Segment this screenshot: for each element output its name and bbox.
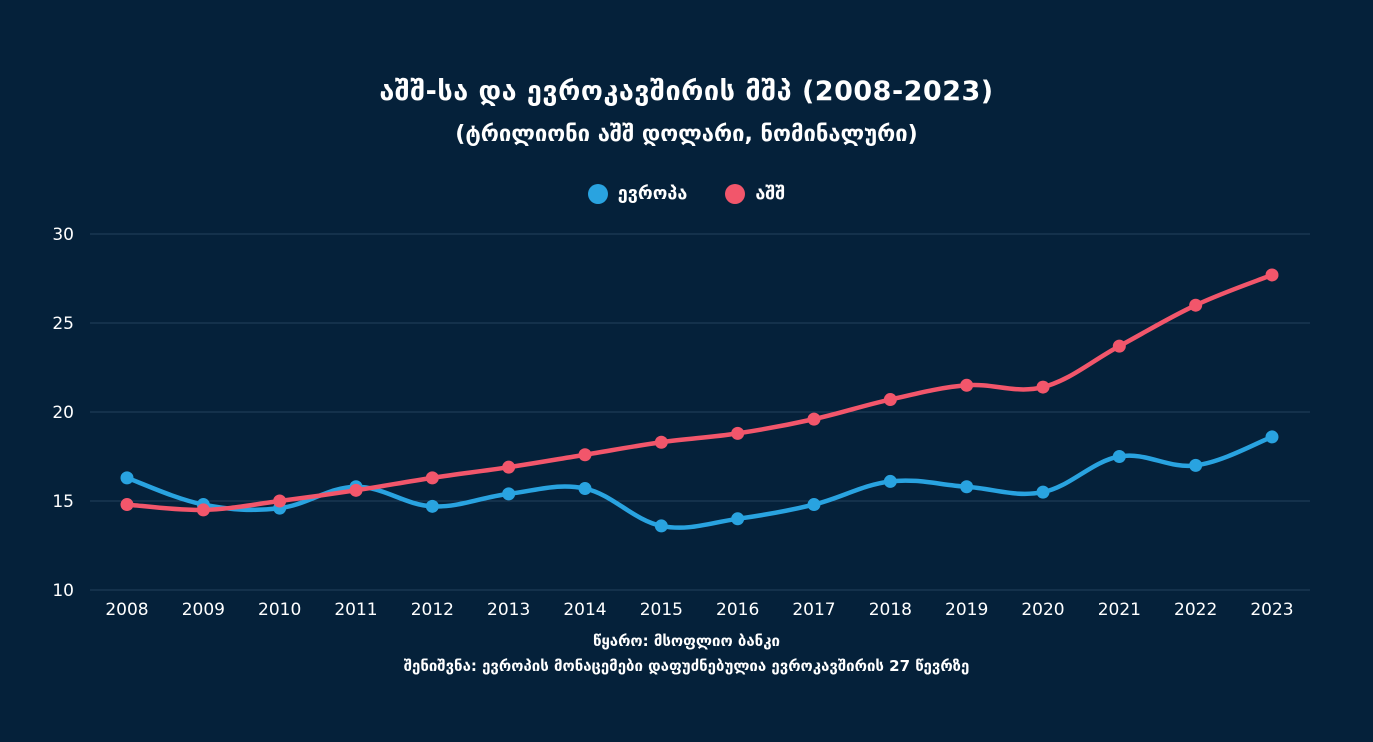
data-point-europe-2012[interactable] <box>425 499 439 513</box>
legend: ევროპა აშშ <box>0 183 1373 204</box>
data-point-europe-2008[interactable] <box>120 471 134 485</box>
x-tick-label: 2022 <box>1174 600 1217 620</box>
legend-item-europe[interactable]: ევროპა <box>587 183 688 204</box>
x-tick-label: 2014 <box>563 600 606 620</box>
y-tick-label: 15 <box>52 492 74 512</box>
x-tick-label: 2013 <box>487 600 530 620</box>
data-point-europe-2014[interactable] <box>578 482 592 496</box>
y-axis-ticks: 10 15 20 25 30 <box>52 225 74 601</box>
data-point-europe-2020[interactable] <box>1036 485 1050 499</box>
data-point-usa-2011[interactable] <box>349 483 363 497</box>
y-tick-label: 20 <box>52 403 74 423</box>
grid-layer <box>90 233 1310 591</box>
x-tick-label: 2010 <box>258 600 301 620</box>
series-line-europe <box>124 434 1275 530</box>
footnote: შენიშვნა: ევროპის მონაცემები დაფუძნებული… <box>403 657 970 675</box>
data-point-europe-2022[interactable] <box>1189 458 1203 472</box>
chart-subtitle: (ტრილიონი აშშ დოლარი, ნომინალური) <box>455 122 918 147</box>
series-line-usa <box>124 272 1275 513</box>
legend-item-usa[interactable]: აშშ <box>725 183 785 204</box>
data-point-usa-2014[interactable] <box>578 448 592 462</box>
data-point-usa-2016[interactable] <box>731 426 745 440</box>
x-tick-label: 2009 <box>182 600 225 620</box>
x-tick-label: 2017 <box>792 600 835 620</box>
data-point-europe-2016[interactable] <box>731 512 745 526</box>
x-tick-label: 2008 <box>105 600 148 620</box>
data-point-usa-2008[interactable] <box>120 498 134 512</box>
data-point-usa-2021[interactable] <box>1112 339 1126 353</box>
data-point-usa-2019[interactable] <box>960 378 974 392</box>
data-point-usa-2010[interactable] <box>273 494 287 508</box>
legend-marker-usa <box>725 183 746 204</box>
chart-title: აშშ-სა და ევროკავშირის მშპ (2008-2023) <box>379 76 994 107</box>
data-point-europe-2018[interactable] <box>883 474 897 488</box>
data-point-usa-2013[interactable] <box>502 460 516 474</box>
data-point-europe-2019[interactable] <box>960 480 974 494</box>
x-tick-label: 2016 <box>716 600 759 620</box>
x-tick-label: 2023 <box>1250 600 1293 620</box>
legend-marker-europe <box>587 183 608 204</box>
data-point-europe-2023[interactable] <box>1265 430 1279 444</box>
data-point-usa-2020[interactable] <box>1036 380 1050 394</box>
x-tick-label: 2012 <box>411 600 454 620</box>
data-point-europe-2015[interactable] <box>654 519 668 533</box>
data-point-usa-2012[interactable] <box>425 471 439 485</box>
data-point-usa-2023[interactable] <box>1265 268 1279 282</box>
x-tick-label: 2021 <box>1098 600 1141 620</box>
data-point-europe-2017[interactable] <box>807 498 821 512</box>
legend-label-europe: ევროპა <box>617 183 688 204</box>
y-tick-label: 25 <box>52 314 74 334</box>
data-point-usa-2017[interactable] <box>807 412 821 426</box>
x-tick-label: 2015 <box>640 600 683 620</box>
data-point-usa-2009[interactable] <box>196 503 210 517</box>
data-point-europe-2021[interactable] <box>1112 450 1126 463</box>
data-point-usa-2018[interactable] <box>883 393 897 407</box>
source-note: წყარო: მსოფლიო ბანკი <box>593 632 780 650</box>
series-layer <box>120 268 1279 533</box>
data-point-usa-2015[interactable] <box>654 435 668 449</box>
x-tick-label: 2019 <box>945 600 988 620</box>
x-axis-ticks: 2008 2009 2010 2011 2012 2013 2014 2015 2016 2017… <box>105 600 1293 620</box>
data-point-europe-2013[interactable] <box>502 487 516 501</box>
x-tick-label: 2018 <box>869 600 912 620</box>
y-tick-label: 30 <box>52 225 74 245</box>
x-tick-label: 2011 <box>334 600 377 620</box>
y-tick-label: 10 <box>52 581 74 601</box>
legend-label-usa: აშშ <box>755 183 786 204</box>
x-tick-label: 2020 <box>1021 600 1064 620</box>
data-point-usa-2022[interactable] <box>1189 298 1203 312</box>
